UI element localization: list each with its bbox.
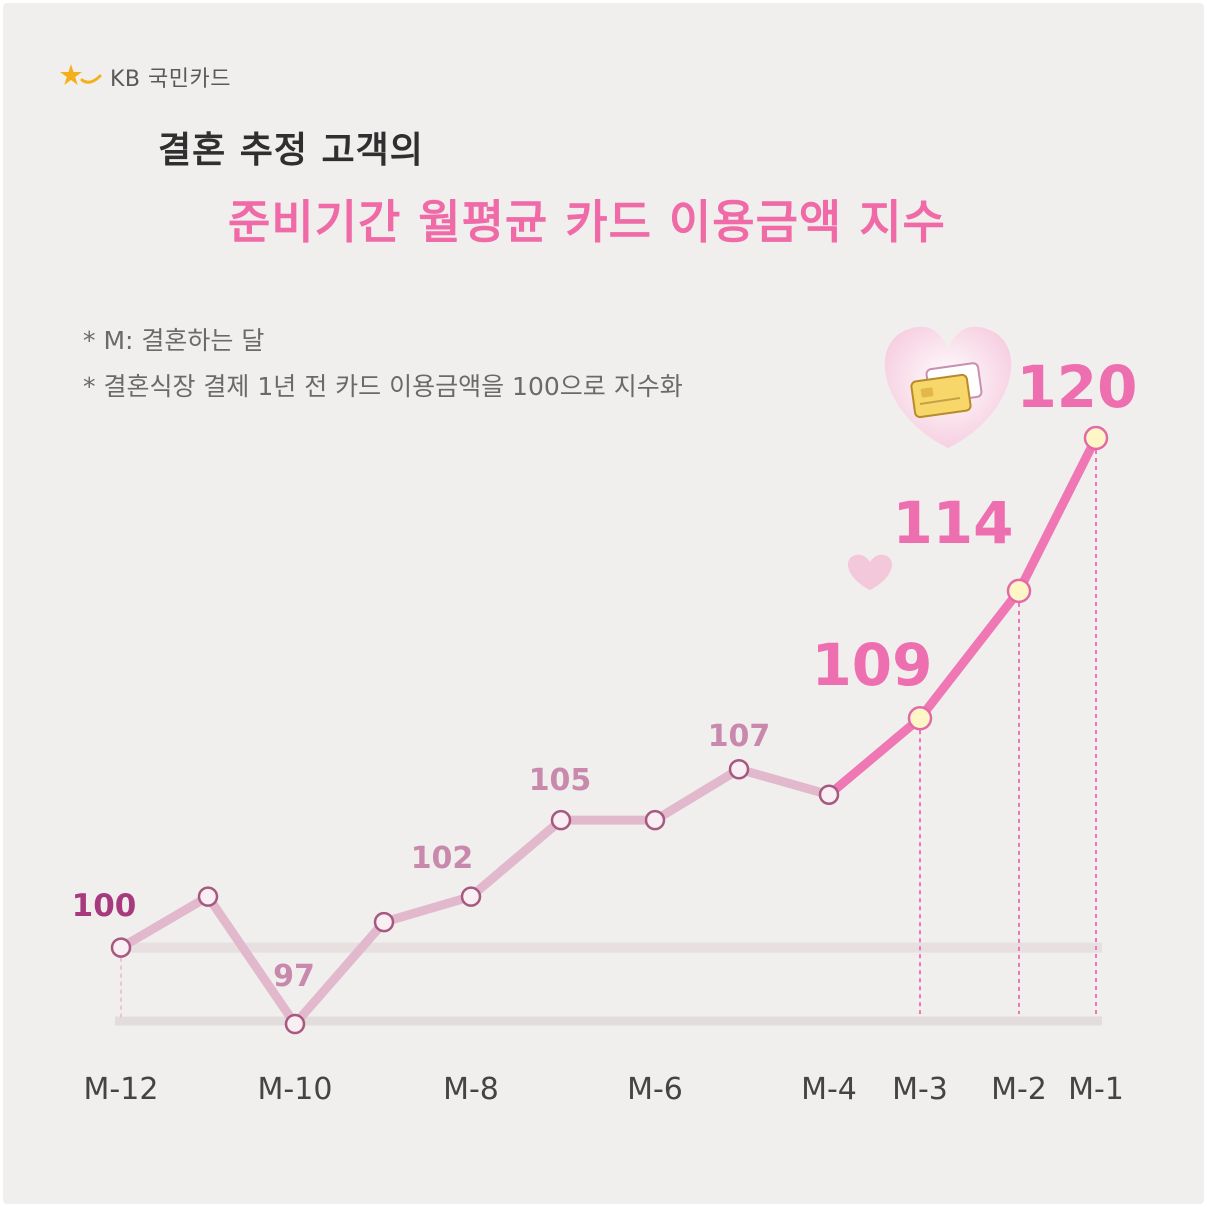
data-label-m-12: 100 (72, 888, 137, 924)
x-tick-label-m-1: M-1 (1068, 1072, 1124, 1107)
data-point-m-2 (1006, 578, 1032, 604)
data-point-m-9 (373, 911, 395, 933)
chart-points (110, 425, 1109, 1035)
data-label-m-8: 102 (411, 841, 474, 876)
data-label-m-1: 120 (1016, 353, 1137, 421)
data-label-m-2: 114 (892, 489, 1013, 557)
x-tick-label-m-12: M-12 (84, 1072, 159, 1107)
x-tick-label-m-6: M-6 (627, 1072, 683, 1107)
kb-star-logo-icon (58, 62, 104, 92)
chart-x-axis-ticks: M-12 M-10 M-8 M-6 M-4 M-3 M-2 M-1 (84, 1072, 1124, 1107)
x-tick-label-m-10: M-10 (258, 1072, 333, 1107)
x-tick-label-m-3: M-3 (892, 1072, 948, 1107)
data-point-m-10 (284, 1013, 306, 1035)
data-point-m-7 (550, 809, 572, 831)
data-point-m-6 (644, 809, 666, 831)
brand-name: KB 국민카드 (110, 67, 231, 92)
series-line-highlight (824, 433, 1101, 800)
data-point-m-4 (818, 784, 840, 805)
x-tick-label-m-4: M-4 (801, 1072, 857, 1107)
data-point-m-12 (110, 937, 132, 958)
small-heart-icon (847, 554, 893, 590)
data-label-m-7: 105 (529, 763, 592, 798)
credit-card-icon (910, 362, 983, 419)
data-point-m-5 (728, 758, 750, 780)
chart-grid (115, 450, 1102, 1026)
data-label-m-5: 107 (708, 719, 771, 754)
brand-logo: KB 국민카드 (58, 61, 231, 93)
data-point-m-3 (907, 706, 933, 731)
data-label-m-10: 97 (273, 959, 315, 994)
page-title-line2: 준비기간 월평균 카드 이용금액 지수 (228, 195, 946, 249)
data-point-m-8 (460, 886, 482, 907)
x-tick-label-m-2: M-2 (991, 1072, 1047, 1107)
data-point-m-1 (1083, 425, 1109, 451)
footnote-month-definition: * M: 결혼하는 달 (83, 326, 265, 355)
data-label-m-3: 109 (811, 631, 932, 699)
page-title-line1: 결혼 추정 고객의 (158, 130, 424, 171)
x-tick-label-m-8: M-8 (443, 1072, 499, 1107)
data-point-m-11 (197, 886, 219, 907)
footnote-index-basis: * 결혼식장 결제 1년 전 카드 이용금액을 100으로 지수화 (83, 372, 683, 401)
